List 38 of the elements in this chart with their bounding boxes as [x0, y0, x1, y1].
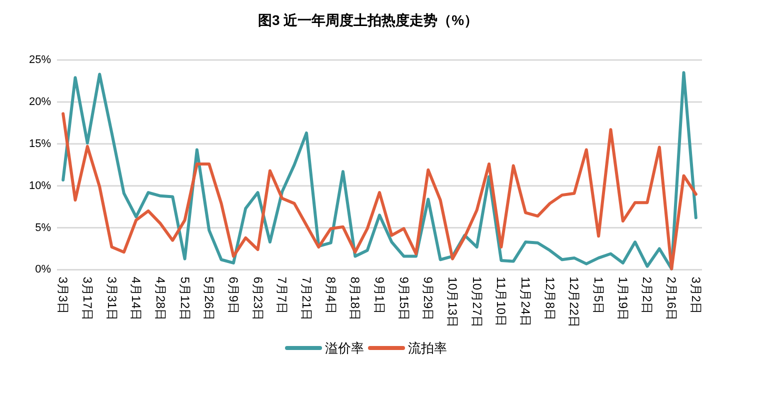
x-tick-label: 7月7日	[275, 276, 290, 314]
x-tick-label: 5月26日	[202, 276, 216, 321]
chart-title: 图3 近一年周度土拍热度走势（%）	[258, 12, 478, 28]
x-tick-label: 10月13日	[446, 276, 460, 328]
x-tick-label: 12月8日	[542, 276, 557, 321]
x-tick-label: 3月17日	[80, 276, 94, 321]
x-tick-label: 1月19日	[616, 276, 630, 321]
x-tick-label: 9月1日	[372, 276, 386, 314]
line-series	[62, 112, 698, 270]
x-tick-label: 8月18日	[348, 276, 362, 321]
x-tick-label: 3月2日	[688, 276, 703, 314]
y-tick-label: 25%	[28, 54, 52, 66]
x-tick-label: 12月22日	[567, 276, 582, 328]
x-tick-label: 11月10日	[494, 276, 508, 327]
y-tick-label: 5%	[35, 222, 52, 234]
x-tick-label: 2月2日	[640, 276, 654, 314]
x-tick-label: 6月9日	[226, 276, 240, 314]
x-tick-label: 9月29日	[421, 276, 436, 321]
y-tick-label: 15%	[28, 138, 52, 150]
x-tick-label: 8月4日	[324, 276, 338, 314]
x-tick-label: 11月24日	[518, 276, 533, 327]
y-tick-label: 10%	[28, 180, 52, 192]
x-tick-label: 10月27日	[470, 276, 484, 328]
y-tick-label: 0%	[35, 264, 52, 276]
x-tick-label: 1月5日	[592, 276, 606, 314]
x-tick-label: 5月12日	[178, 276, 192, 321]
x-tick-label: 2月16日	[664, 276, 679, 321]
x-tick-label: 7月21日	[299, 276, 314, 321]
x-tick-label: 4月14日	[129, 276, 144, 321]
legend-label: 溢价率	[325, 340, 364, 356]
x-tick-label: 6月23日	[250, 276, 265, 321]
x-tick-label: 3月31日	[104, 276, 119, 321]
line-series	[62, 71, 698, 270]
x-tick-label: 9月15日	[396, 276, 411, 321]
x-tick-label: 3月3日	[56, 276, 70, 314]
y-tick-label: 20%	[28, 96, 52, 108]
legend-label: 流拍率	[408, 340, 447, 356]
x-tick-label: 4月28日	[153, 276, 168, 321]
